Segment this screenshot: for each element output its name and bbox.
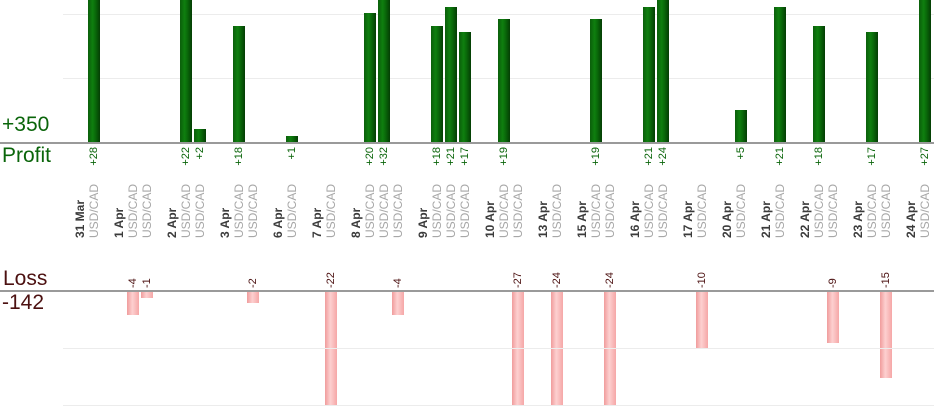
loss-axis-caption: Loss (3, 267, 48, 290)
date-label: 15 Apr (575, 201, 589, 238)
loss-bar (392, 292, 404, 315)
loss-value-label: -22 (325, 272, 337, 288)
profit-value-label: +18 (233, 147, 245, 166)
symbol-label: USD/CAD (391, 183, 405, 238)
loss-value-label: -2 (247, 278, 259, 288)
profit-value-label: +17 (866, 147, 878, 166)
profit-value-label: +21 (445, 147, 457, 166)
date-label: 17 Apr (681, 201, 695, 238)
symbol-label: USD/CAD (826, 183, 840, 238)
loss-bar (880, 292, 892, 378)
symbol-label: USD/CAD (603, 183, 617, 238)
date-label: 23 Apr (851, 201, 865, 238)
profit-bar (813, 26, 825, 142)
profit-value-label: +19 (498, 147, 510, 166)
profit-bar (286, 136, 298, 142)
symbol-label: USD/CAD (140, 183, 154, 238)
date-label: 7 Apr (310, 207, 324, 238)
loss-value-label: -9 (827, 278, 839, 288)
loss-value-label: -24 (604, 272, 616, 288)
date-label: 9 Apr (416, 207, 430, 238)
date-label: 10 Apr (483, 201, 497, 238)
profit-bar (180, 0, 192, 142)
symbol-label: USD/CAD (879, 183, 893, 238)
symbol-label: USD/CAD (126, 183, 140, 238)
symbol-label: USD/CAD (324, 183, 338, 238)
profit-bar (643, 7, 655, 142)
loss-total-label: -142 (2, 291, 45, 314)
profit-bar (866, 32, 878, 142)
symbol-label: USD/CAD (695, 183, 709, 238)
profit-value-label: +5 (735, 147, 747, 160)
profit-value-label: +22 (180, 147, 192, 166)
profit-value-label: +21 (643, 147, 655, 166)
date-label: 1 Apr (112, 207, 126, 238)
loss-value-label: -10 (696, 272, 708, 288)
profit-total-label: +350 (2, 113, 50, 136)
symbol-label: USD/CAD (550, 183, 564, 238)
profit-bar (233, 26, 245, 142)
profit-plot-area (0, 0, 934, 142)
profit-bar (364, 13, 376, 142)
profit-value-label: +24 (657, 147, 669, 166)
date-label: 24 Apr (904, 201, 918, 238)
profit-value-label: +20 (364, 147, 376, 166)
profit-bar (194, 129, 206, 142)
profit-bar (445, 7, 457, 142)
profit-value-label: +1 (286, 147, 298, 160)
date-label: 8 Apr (349, 207, 363, 238)
profit-value-label: +18 (431, 147, 443, 166)
profit-axis-caption: Profit (2, 144, 52, 167)
profit-value-label: +17 (459, 147, 471, 166)
date-label: 22 Apr (798, 201, 812, 238)
date-label: 13 Apr (536, 201, 550, 238)
profit-bar (378, 0, 390, 142)
profit-bar (735, 110, 747, 142)
loss-bar (827, 292, 839, 343)
profit-value-label: +2 (194, 147, 206, 160)
loss-value-label: -15 (880, 272, 892, 288)
date-label: 31 Mar (73, 199, 87, 238)
date-label: 2 Apr (165, 207, 179, 238)
profit-bar (88, 0, 100, 142)
profit-value-label: +21 (774, 147, 786, 166)
loss-bar (127, 292, 139, 315)
profit-bar (431, 26, 443, 142)
profit-bar (590, 19, 602, 142)
profit-baseline (0, 142, 934, 144)
profit-value-label: +27 (919, 147, 931, 166)
date-label: 3 Apr (218, 207, 232, 238)
loss-gridline-10 (63, 348, 934, 349)
profit-bar (459, 32, 471, 142)
loss-bar (247, 292, 259, 303)
symbol-label: USD/CAD (246, 183, 260, 238)
date-label: 21 Apr (759, 201, 773, 238)
loss-value-label: -4 (392, 278, 404, 288)
profit-value-label: +18 (813, 147, 825, 166)
profit-bar (498, 19, 510, 142)
profit-bar (774, 7, 786, 142)
profit-bar (657, 0, 669, 142)
profit-value-label: +19 (590, 147, 602, 166)
date-label: 6 Apr (271, 207, 285, 238)
loss-baseline (0, 290, 934, 292)
profit-gridline-20 (63, 14, 934, 15)
profit-value-label: +32 (378, 147, 390, 166)
loss-bar (696, 292, 708, 349)
date-label: 16 Apr (628, 201, 642, 238)
loss-value-label: -27 (512, 272, 524, 288)
profit-bar (919, 0, 931, 142)
symbol-label: USD/CAD (511, 183, 525, 238)
loss-value-label: -4 (127, 278, 139, 288)
date-label: 20 Apr (720, 201, 734, 238)
loss-value-label: -24 (551, 272, 563, 288)
loss-gridline-20 (63, 405, 934, 406)
loss-value-label: -1 (141, 278, 153, 288)
profit-value-label: +28 (88, 147, 100, 166)
loss-bar (141, 292, 153, 298)
